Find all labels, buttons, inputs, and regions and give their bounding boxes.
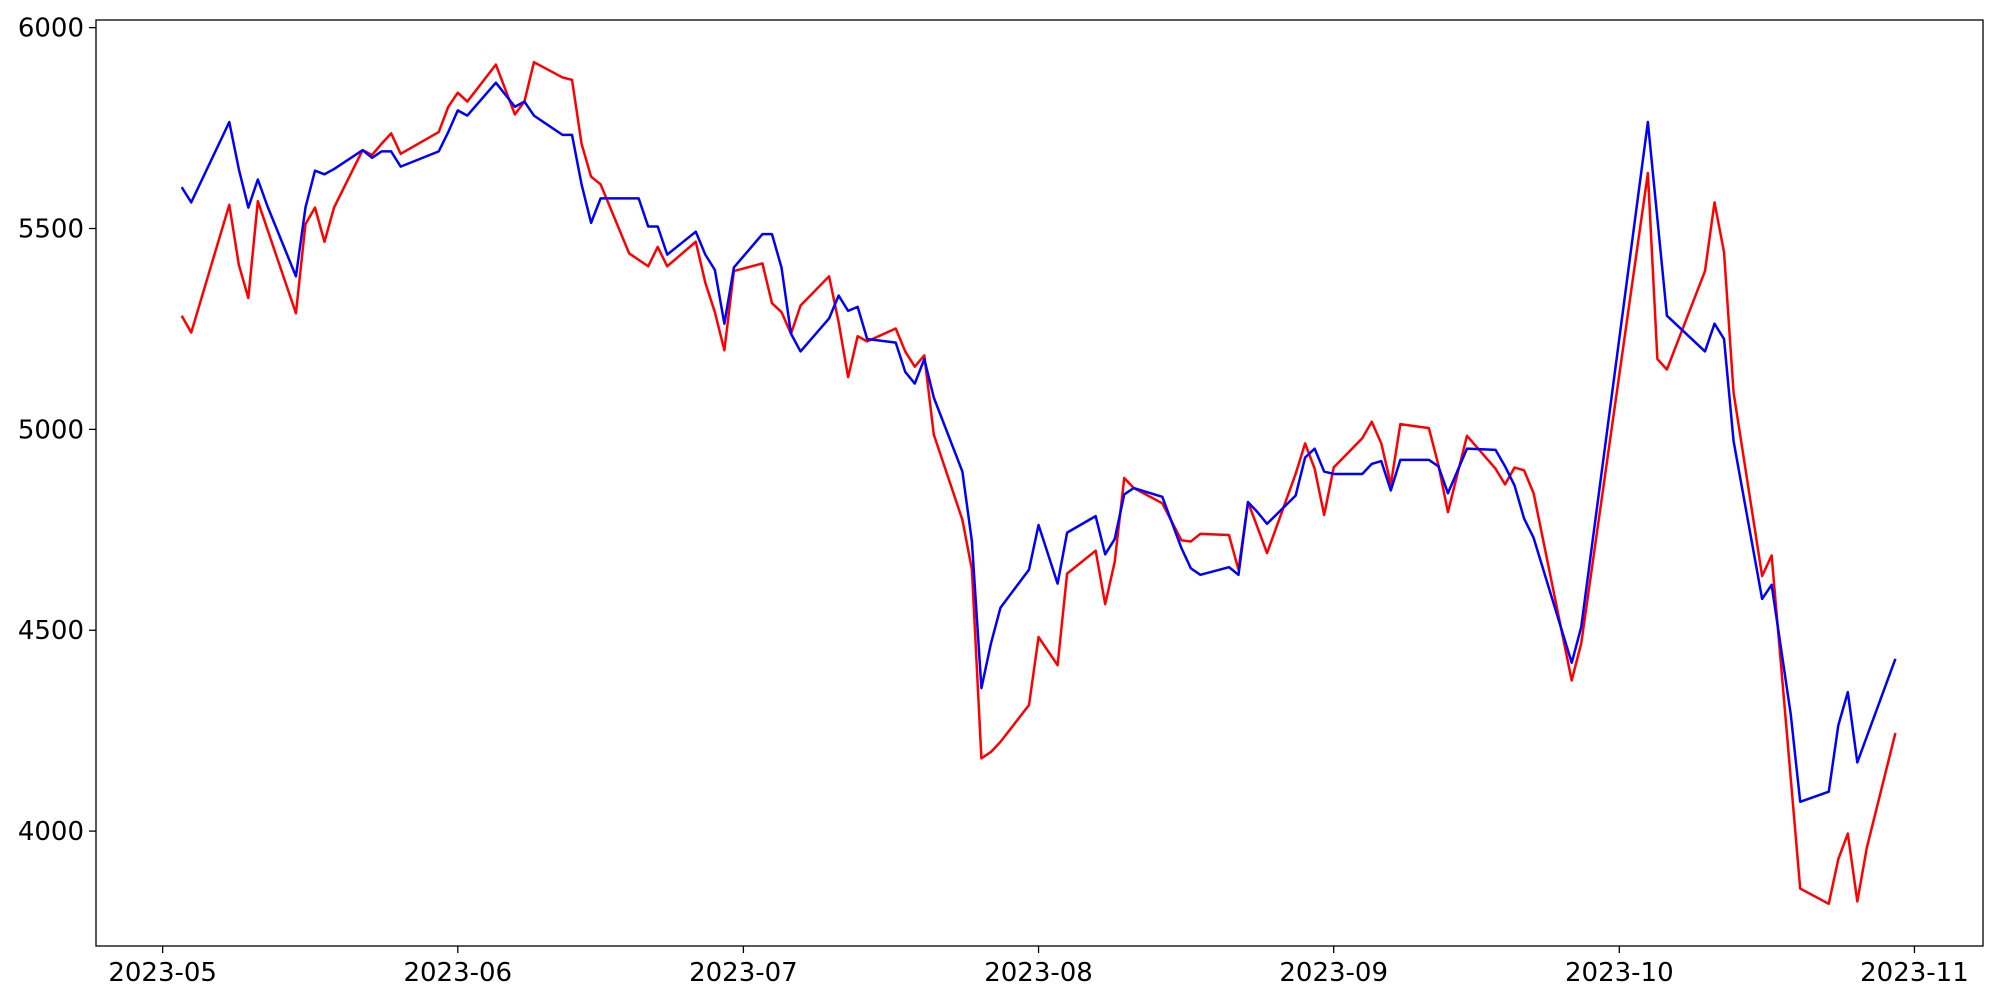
x-tick-label: 2023-09: [1279, 958, 1388, 988]
series-line: [180, 81, 1897, 804]
series-line: [180, 60, 1897, 906]
y-tick-label: 6000: [18, 14, 84, 44]
y-tick-label: 4000: [18, 817, 84, 847]
x-tick-label: 2023-05: [108, 958, 217, 988]
x-tick-label: 2023-10: [1565, 958, 1674, 988]
x-tick-label: 2023-06: [403, 958, 512, 988]
y-tick-label: 5500: [18, 215, 84, 245]
plot-frame: [95, 19, 1984, 947]
x-tick-label: 2023-07: [689, 958, 798, 988]
x-tick-label: 2023-08: [984, 958, 1093, 988]
y-tick-label: 5000: [18, 415, 84, 445]
y-tick-label: 4500: [18, 616, 84, 646]
x-tick-label: 2023-11: [1860, 958, 1969, 988]
